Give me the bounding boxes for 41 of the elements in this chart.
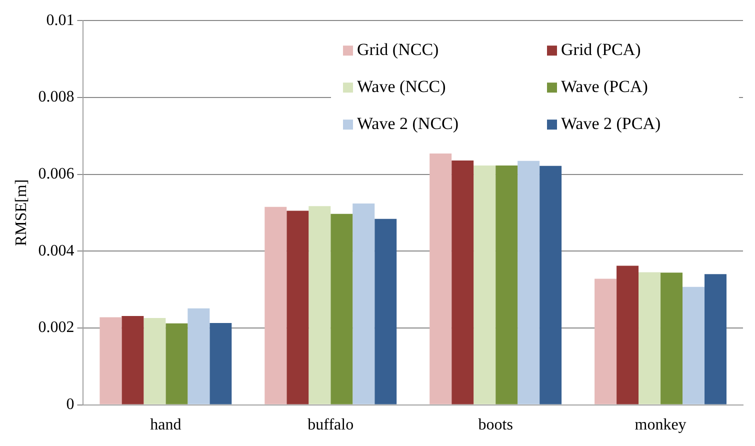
y-tick-label: 0.006: [38, 165, 74, 182]
x-tick-label: hand: [150, 416, 182, 434]
bar: [474, 165, 496, 404]
legend-label: Wave (PCA): [561, 77, 648, 96]
y-axis-title: RMSE[m]: [12, 179, 30, 246]
y-tick-label: 0: [66, 396, 74, 414]
bar: [330, 214, 353, 404]
bar: [638, 272, 661, 404]
bar: [144, 318, 166, 404]
legend-label: Grid (PCA): [561, 40, 641, 60]
bar: [374, 218, 397, 404]
bar: [682, 286, 705, 404]
bar: [308, 206, 331, 404]
y-tick-label: 0.01: [46, 12, 74, 29]
bar: [264, 206, 287, 404]
x-tick-label: monkey: [634, 416, 686, 434]
bar: [210, 322, 232, 404]
x-tick-label: boots: [478, 416, 513, 434]
legend-label: Wave 2 (PCA): [561, 114, 661, 134]
bar: [704, 274, 727, 404]
legend-label: Wave 2 (NCC): [357, 114, 459, 134]
bar: [166, 323, 188, 404]
bar: [518, 160, 540, 404]
bar: [430, 154, 452, 404]
bar: [660, 272, 683, 404]
bar: [452, 160, 474, 404]
bar: [286, 210, 309, 404]
y-tick-label: 0.004: [38, 242, 74, 260]
legend-label: Grid (NCC): [357, 40, 439, 60]
legend-label: Wave (NCC): [357, 77, 446, 96]
y-tick-label: 0.008: [38, 88, 74, 106]
bar: [540, 166, 562, 404]
bar: [188, 308, 210, 404]
x-tick-label: buffalo: [308, 416, 354, 434]
bar: [352, 203, 375, 404]
y-tick-label: 0.002: [38, 319, 74, 336]
bar: [594, 278, 617, 404]
bar: [100, 317, 122, 404]
bar: [496, 165, 518, 404]
bar: [122, 316, 144, 404]
bar: [616, 266, 639, 404]
